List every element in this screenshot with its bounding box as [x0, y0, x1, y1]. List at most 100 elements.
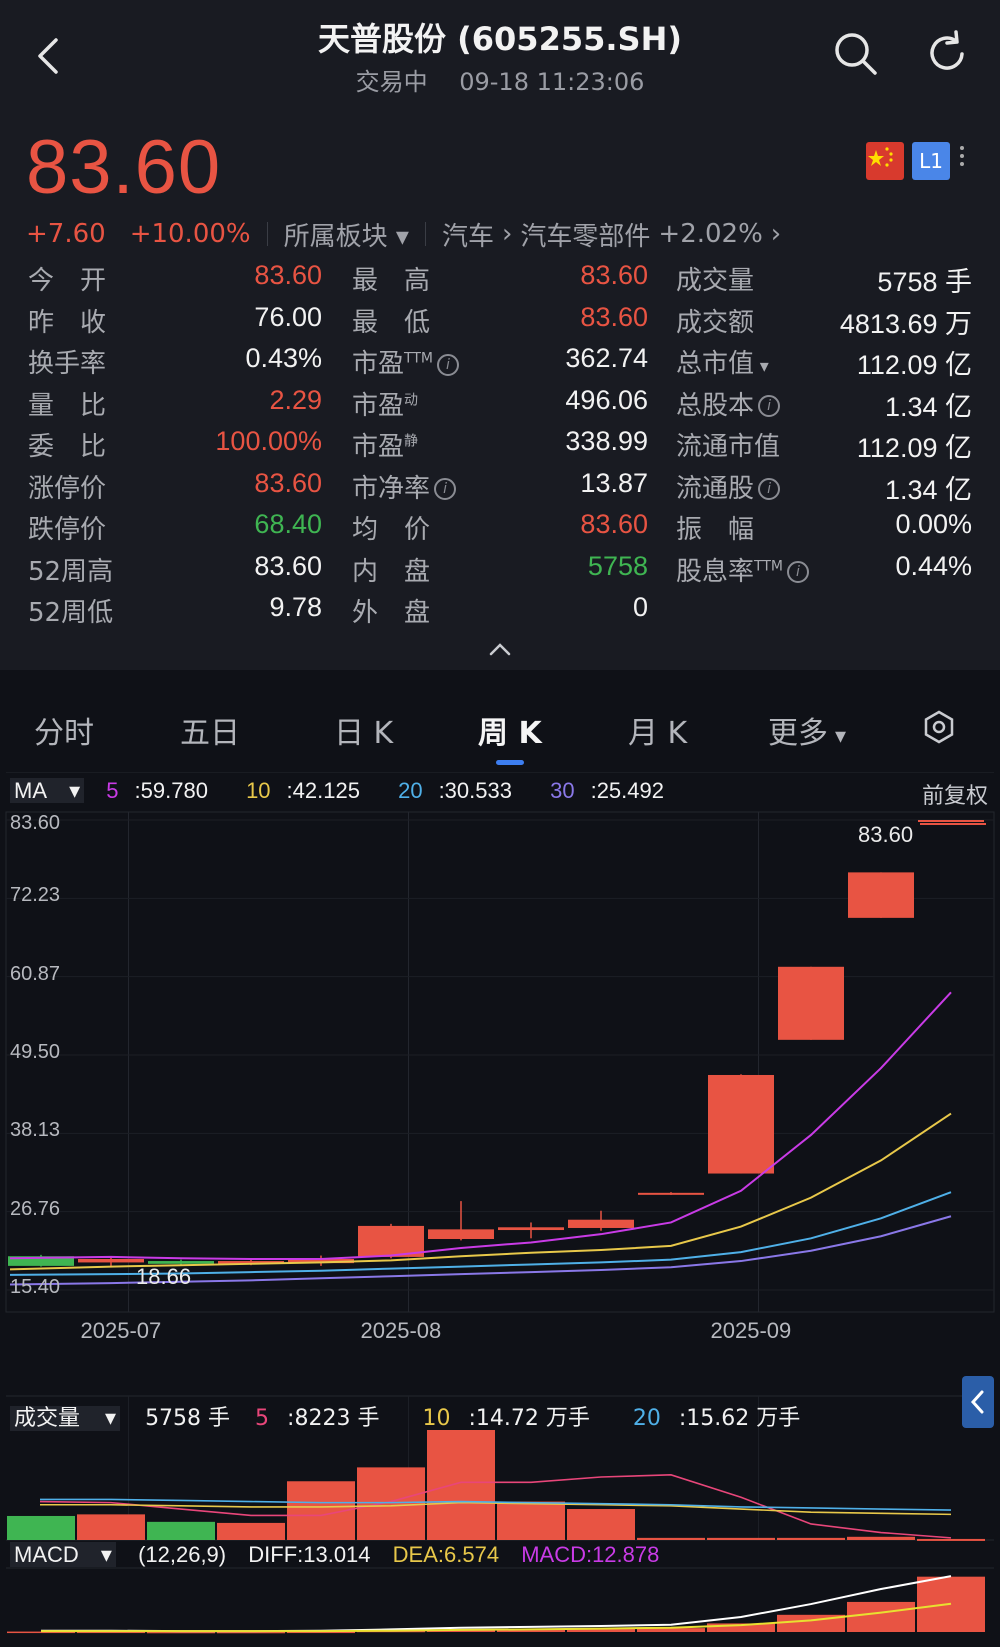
stat-value: 100.00% — [215, 426, 322, 456]
header-bar: 天普股份 (605255.SH) 交易中 09-18 11:23:06 — [0, 0, 1000, 120]
status-text: 交易中 — [355, 68, 428, 96]
stat-value: 83.60 — [580, 509, 648, 539]
vol-ma10-legend: 10:14.72 万手 — [422, 1406, 607, 1431]
search-icon[interactable] — [830, 28, 882, 80]
volume-ma-line — [39, 1474, 952, 1539]
stat-cell: 最 高 83.60 — [352, 260, 648, 300]
refresh-icon[interactable] — [922, 28, 974, 80]
chevron-right-icon[interactable]: › — [770, 219, 782, 249]
stat-label-text: 内 盘 — [352, 556, 431, 587]
volume-ma-line — [40, 1501, 952, 1516]
stat-cell: 市盈动 496.06 — [352, 385, 648, 425]
stat-label-text: 委 比 — [28, 432, 107, 462]
y-axis-tick-label: 15.40 — [10, 1276, 61, 1298]
stat-cell: 昨 收 76.00 — [28, 302, 322, 342]
stat-cell: 外 盘 0 — [352, 592, 648, 632]
stat-cell: 跌停价 68.40 — [28, 509, 322, 549]
stat-label[interactable]: 流通股 i — [676, 468, 781, 505]
info-icon[interactable]: i — [758, 478, 781, 500]
stat-label[interactable]: 股息率TTM i — [676, 551, 809, 588]
macd-diff: DIFF:13.014 — [248, 1542, 371, 1567]
ma-selector[interactable]: MA ▾ — [10, 778, 85, 803]
y-axis-tick-label: 60.87 — [10, 962, 61, 985]
macd-histogram-bar — [77, 1631, 145, 1634]
adjust-mode[interactable]: 前复权 — [921, 784, 988, 809]
stat-label: 均 价 — [352, 509, 430, 546]
stat-label-text: 跌停价 — [28, 515, 107, 545]
stat-value: 5758 — [587, 550, 648, 581]
ma-line — [9, 1112, 952, 1271]
stat-label-text: 量 比 — [28, 390, 107, 421]
x-axis-tick-label: 2025-07 — [80, 1318, 162, 1343]
stat-label-text: 最 低 — [352, 307, 431, 338]
macd-histogram-bar — [287, 1631, 355, 1634]
tab-more[interactable]: 更多 ▾ — [768, 708, 846, 752]
stat-label[interactable]: 市盈TTM i — [352, 343, 459, 380]
tab-weekly-k[interactable]: 周 K — [478, 716, 542, 751]
tab-intraday[interactable]: 分时 — [34, 716, 94, 751]
stat-label: 最 高 — [352, 260, 430, 297]
stat-label-text: 股息率 — [676, 556, 755, 587]
ma20-legend: 20:30.533 — [398, 778, 528, 803]
y-axis-tick-label: 49.50 — [10, 1041, 61, 1063]
stat-label: 今 开 — [28, 260, 106, 297]
stat-value: 83.60 — [254, 260, 322, 290]
y-axis-tick-label: 26.76 — [10, 1197, 61, 1220]
kline-svg[interactable] — [0, 772, 1000, 1647]
stat-value: 2.29 — [269, 384, 322, 415]
stat-label: 涨停价 — [28, 468, 106, 505]
macd-dea-line — [41, 1602, 952, 1633]
stat-label[interactable]: 总股本 i — [676, 385, 781, 422]
stat-cell: 市盈TTM i 362.74 — [352, 343, 648, 383]
stat-value: 0 — [632, 592, 648, 622]
stat-label-text: 市盈 — [352, 390, 405, 421]
vol-ma20-value: :15.62 万手 — [678, 1406, 801, 1431]
stat-label-text: 外 盘 — [352, 598, 431, 628]
ma30-value: :25.492 — [590, 778, 664, 803]
stat-label: 量 比 — [28, 385, 106, 422]
stat-value: 1.34 亿 — [884, 391, 972, 422]
info-icon[interactable]: i — [436, 353, 459, 376]
settings-icon[interactable] — [922, 710, 956, 744]
stat-label-text: 市净率 — [352, 473, 431, 504]
volume-bar — [217, 1522, 285, 1540]
stat-label-text: 市盈 — [352, 349, 405, 379]
stat-cell: 股息率TTM i 0.44% — [676, 551, 972, 591]
volume-ma-line — [40, 1498, 952, 1511]
back-arrow-icon[interactable] — [30, 36, 66, 76]
tab-monthly-k[interactable]: 月 K — [628, 716, 688, 751]
ma20-key: 20 — [398, 778, 423, 803]
china-flag-icon — [866, 142, 904, 180]
stat-cell: 52周低 9.78 — [28, 592, 322, 632]
stat-value: 496.06 — [565, 384, 648, 415]
sector-path-2[interactable]: 汽车零部件 — [520, 221, 651, 252]
level-badge[interactable]: L1 — [912, 142, 950, 180]
stat-cell: 均 价 83.60 — [352, 509, 648, 549]
stat-label: 市盈静 — [352, 426, 418, 463]
expand-panel-button[interactable] — [962, 1376, 994, 1428]
more-dots-icon[interactable] — [958, 142, 966, 180]
info-icon[interactable]: i — [786, 561, 809, 583]
stat-cell: 市净率 i 13.87 — [352, 468, 648, 508]
stat-label: 跌停价 — [28, 509, 106, 546]
info-icon[interactable]: i — [434, 478, 457, 500]
stat-label[interactable]: 总市值 ▾ — [676, 343, 769, 380]
ma10-legend: 10:42.125 — [246, 778, 376, 803]
dropdown-caret-icon: ▾ — [828, 724, 847, 749]
collapse-chevron-icon[interactable] — [488, 642, 512, 656]
stat-cell: 成交量 5758 手 — [676, 260, 972, 300]
tab-daily-k[interactable]: 日 K — [334, 716, 394, 751]
tab-five-day[interactable]: 五日 — [180, 716, 240, 751]
stat-label: 振 幅 — [676, 509, 754, 546]
stat-label[interactable]: 市净率 i — [352, 468, 457, 505]
info-icon[interactable]: i — [758, 395, 781, 417]
ma-line — [9, 1215, 952, 1286]
stat-label-text: 今 开 — [28, 266, 107, 296]
sector-dropdown[interactable]: 所属板块 ▾ — [284, 216, 409, 253]
sector-path-1[interactable]: 汽车 — [441, 221, 494, 252]
macd-dea: DEA:6.574 — [392, 1542, 500, 1567]
volume-selector[interactable]: 成交量 ▾ — [10, 1406, 121, 1431]
stat-label-superscript: TTM — [754, 557, 783, 574]
macd-selector[interactable]: MACD ▾ — [10, 1542, 116, 1567]
price-change: +7.60 — [26, 219, 106, 249]
